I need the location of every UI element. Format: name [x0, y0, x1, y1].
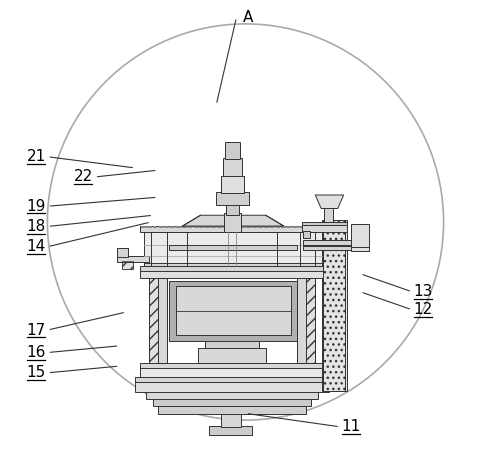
Bar: [122, 261, 133, 269]
Bar: [303, 240, 357, 245]
Bar: [144, 263, 322, 266]
Bar: [216, 192, 248, 205]
Bar: [140, 367, 324, 377]
Bar: [302, 222, 347, 225]
Bar: [223, 158, 242, 176]
Bar: [226, 204, 239, 215]
Bar: [140, 270, 324, 278]
Bar: [205, 335, 259, 348]
Bar: [322, 220, 347, 391]
Text: 13: 13: [413, 284, 433, 299]
Text: 22: 22: [74, 169, 93, 184]
Bar: [144, 229, 322, 232]
Text: 18: 18: [27, 219, 46, 234]
Text: 17: 17: [27, 323, 46, 337]
Bar: [221, 176, 244, 193]
Bar: [158, 278, 167, 363]
Bar: [122, 261, 133, 269]
Bar: [323, 220, 346, 391]
Bar: [135, 377, 329, 382]
Bar: [303, 231, 310, 238]
Bar: [117, 248, 129, 257]
Text: 16: 16: [27, 345, 46, 360]
Bar: [323, 220, 346, 391]
Bar: [351, 224, 369, 251]
Bar: [214, 316, 250, 325]
Bar: [153, 399, 311, 406]
Text: 21: 21: [27, 149, 46, 164]
Bar: [210, 426, 252, 434]
Bar: [297, 278, 315, 363]
Bar: [303, 246, 357, 251]
Bar: [221, 413, 241, 427]
Bar: [297, 278, 315, 363]
Bar: [158, 405, 306, 414]
Bar: [135, 382, 329, 392]
Text: 11: 11: [342, 419, 361, 434]
Bar: [140, 226, 318, 232]
Bar: [140, 363, 324, 368]
Bar: [302, 225, 347, 232]
Bar: [210, 324, 254, 336]
Bar: [176, 286, 291, 336]
Text: 12: 12: [414, 302, 433, 317]
Text: 14: 14: [27, 239, 46, 254]
Bar: [224, 213, 241, 232]
Bar: [144, 232, 322, 265]
Polygon shape: [315, 195, 344, 208]
Bar: [117, 256, 149, 262]
Bar: [149, 278, 167, 363]
Polygon shape: [183, 215, 284, 226]
Bar: [198, 347, 266, 363]
Bar: [140, 266, 324, 270]
Text: 15: 15: [27, 365, 46, 381]
Bar: [324, 208, 333, 222]
Bar: [169, 280, 297, 341]
Text: A: A: [243, 10, 253, 24]
Bar: [146, 391, 318, 399]
Bar: [169, 245, 297, 250]
Bar: [225, 142, 240, 159]
Bar: [149, 278, 167, 363]
Text: 19: 19: [27, 199, 46, 214]
Bar: [297, 278, 306, 363]
